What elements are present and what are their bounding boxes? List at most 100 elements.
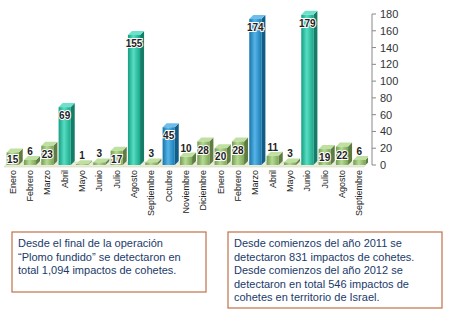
y-tick — [372, 30, 376, 31]
x-tick-label: Julio — [320, 170, 330, 189]
bar-front — [163, 127, 175, 165]
bar — [353, 156, 368, 165]
x-tick-label: Diciembre — [198, 170, 208, 211]
annotation-text: detectaron en total 546 impactos de — [234, 278, 409, 290]
data-label: 19 — [319, 152, 331, 163]
bar — [232, 138, 248, 165]
data-labels: 156236913171553451028202817411317919226 — [7, 18, 362, 165]
y-tick-label: 180 — [380, 8, 398, 20]
bar — [111, 147, 127, 165]
bar-side — [53, 142, 57, 165]
bar-side — [313, 11, 317, 165]
bar — [336, 143, 352, 165]
x-tick-label: Junio — [302, 170, 312, 192]
x-tick-label: Abril — [60, 170, 70, 188]
x-tick-label: Enero — [8, 170, 18, 194]
data-label: 28 — [232, 145, 244, 156]
bar-top — [249, 15, 265, 19]
bar-top — [232, 138, 248, 142]
y-tick-label: 160 — [380, 25, 398, 37]
bar-front — [59, 107, 71, 165]
bar-top — [197, 138, 213, 142]
x-tick-label: Junio — [94, 170, 104, 192]
bar-top — [215, 144, 231, 148]
y-tick — [372, 131, 376, 132]
data-label: 11 — [267, 142, 278, 153]
annotation-text: Desde el final de la operación — [18, 237, 163, 249]
data-label: 17 — [111, 154, 123, 165]
y-tick — [372, 64, 376, 65]
bar-front — [336, 147, 348, 165]
x-tick-label: Octubre — [164, 170, 174, 202]
data-label: 174 — [247, 22, 264, 33]
bar-front — [267, 156, 279, 165]
x-tick-label: Agosto — [129, 170, 139, 198]
annotation-text: detectaron 831 impactos de cohetes. — [234, 251, 414, 263]
y-tick-label: 0 — [380, 159, 386, 171]
bar-front — [284, 162, 296, 165]
bar — [41, 142, 57, 165]
bar-front — [249, 19, 261, 165]
bar-front — [232, 142, 244, 165]
bar — [24, 156, 40, 165]
y-tick-label: 140 — [380, 42, 398, 54]
bar-front — [145, 162, 157, 165]
bar-top — [301, 11, 317, 15]
y-axis-line — [372, 14, 373, 165]
x-tick-label: Marzo — [42, 170, 52, 195]
bar-front — [353, 160, 365, 165]
bar — [128, 31, 144, 165]
data-label: 6 — [357, 146, 363, 157]
data-label: 15 — [7, 154, 19, 165]
bar-side — [71, 103, 75, 165]
data-label: 1 — [79, 150, 85, 161]
bar-front — [128, 35, 140, 165]
x-tick-label: Septiembre — [354, 170, 364, 216]
y-tick-label: 40 — [380, 125, 392, 137]
chart-root: 0204060801001201401601801562369131715534… — [0, 0, 450, 328]
y-tick-label: 120 — [380, 58, 398, 70]
y-tick — [372, 81, 376, 82]
y-tick-label: 60 — [380, 109, 392, 121]
y-tick — [372, 47, 376, 48]
x-tick-label: Mayo — [285, 170, 295, 192]
bar-front — [41, 146, 53, 165]
bar-top — [128, 31, 144, 35]
data-label: 6 — [27, 146, 33, 157]
bar-top — [111, 147, 127, 151]
data-label: 45 — [163, 130, 175, 141]
x-tick-label: Agosto — [337, 170, 347, 198]
bar — [267, 152, 283, 165]
annotation-text: Desde comienzos del año 2011 se — [234, 237, 402, 249]
bar-front — [76, 164, 88, 165]
bar-front — [24, 160, 36, 165]
bar-top — [336, 143, 352, 147]
bars — [7, 11, 368, 165]
bar-side — [209, 138, 213, 165]
bar-top — [319, 145, 335, 149]
x-tick-label: Septiembre — [146, 170, 156, 216]
bar — [59, 103, 75, 165]
bar-front — [93, 162, 105, 165]
data-label: 10 — [180, 143, 192, 154]
bar-top — [59, 103, 75, 107]
x-tick-label: Mayo — [77, 170, 87, 192]
bar-front — [111, 151, 123, 165]
bar-side — [175, 123, 179, 165]
bar-front — [7, 152, 19, 165]
annotation-box — [12, 232, 206, 292]
x-tick-label: Julio — [112, 170, 122, 189]
chart-svg: 0204060801001201401601801562369131715534… — [0, 0, 450, 328]
data-label: 69 — [59, 110, 71, 121]
bar — [215, 144, 231, 165]
bar-top — [7, 148, 23, 152]
bar — [319, 145, 335, 165]
x-tick-label: Abril — [268, 170, 278, 188]
x-tick-label: Noviembre — [181, 170, 191, 214]
bar-side — [261, 15, 265, 165]
data-label: 23 — [42, 149, 54, 160]
data-label: 3 — [97, 148, 103, 159]
data-label: 22 — [336, 150, 348, 161]
y-tick — [372, 97, 376, 98]
bar — [197, 138, 213, 165]
